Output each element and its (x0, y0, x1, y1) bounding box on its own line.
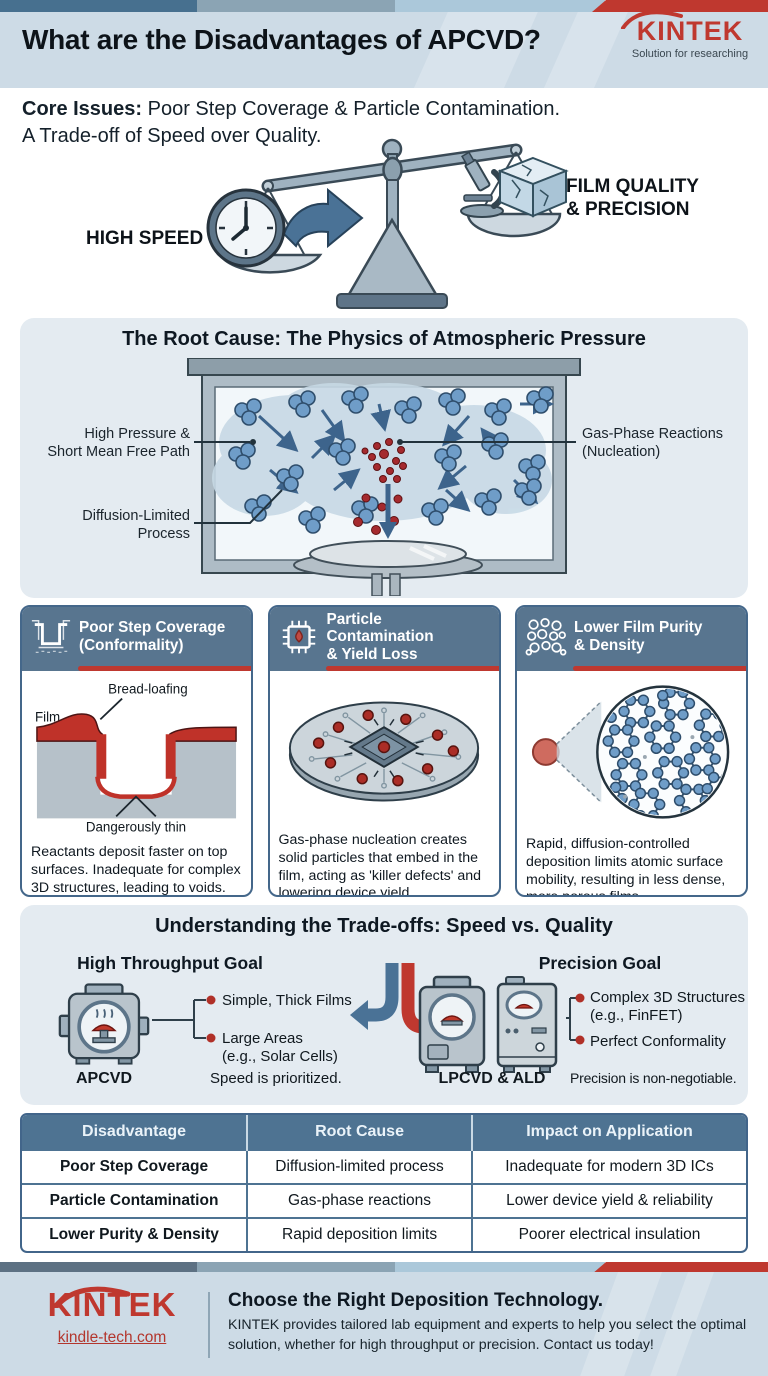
col-impact: Impact on Application (471, 1115, 746, 1150)
particle-dot (531, 738, 560, 766)
right-scale-pan (466, 212, 562, 238)
page-title: What are the Disadvantages of APCVD? (22, 24, 541, 55)
label-diffusion-limited: Diffusion-Limited Process (82, 508, 190, 542)
card-step-coverage-header: Poor Step Coverage (Conformality) (22, 607, 251, 671)
brand-name: KINTEK (636, 16, 744, 46)
label-high-pressure: High Pressure & Short Mean Free Path (47, 426, 190, 460)
card-particle-body: Gas-phase nucleation creates solid parti… (270, 671, 499, 897)
accent-bar (78, 666, 251, 671)
speed-arrow-icon (282, 187, 364, 249)
table-header-row: Disadvantage Root Cause Impact on Applic… (22, 1115, 746, 1150)
card-purity-header: Lower Film Purity & Density (517, 607, 746, 671)
film-cube-icon (497, 156, 569, 218)
brand-logo: KINTEK Solution for researching (621, 10, 755, 60)
footer-body-text: KINTEK provides tailored lab equipment a… (228, 1317, 747, 1353)
card-particle-contamination: Particle Contamination & Yield Loss (267, 605, 501, 897)
root-cause-title: The Root Cause: The Physics of Atmospher… (122, 328, 646, 350)
film-quality-label: FILM QUALITY & PRECISION (566, 176, 699, 220)
trench-step-icon (31, 620, 71, 653)
lpcvd-ald-machines-icon (418, 975, 558, 1073)
logo-swoosh-icon (53, 1286, 131, 1308)
porous-film-icon (525, 618, 567, 656)
card-title: Poor Step Coverage (Conformality) (79, 619, 226, 654)
disadvantage-cards: Poor Step Coverage (Conformality) Bread-… (20, 605, 748, 897)
table-row: Lower Purity & Density Rapid deposition … (22, 1217, 746, 1251)
speed-prioritized-caption: Speed is prioritized. (210, 1070, 342, 1087)
core-issues-label: Core Issues: (22, 98, 143, 120)
card-film-purity: Lower Film Purity & Density (515, 605, 748, 897)
apcvd-machine-icon (58, 983, 150, 1065)
footer-heading: Choose the Right Deposition Technology. (228, 1290, 604, 1311)
tradeoff-subtitle: A Trade-off of Speed over Quality. (22, 125, 322, 147)
wafer-defects-diagram (288, 701, 479, 802)
footer: KINTEK kindle-tech.com Choose the Right … (0, 1272, 768, 1376)
tradeoffs-panel: Understanding the Trade-offs: Speed vs. … (20, 905, 748, 1105)
core-issues-text: Core Issues: Poor Step Coverage & Partic… (22, 96, 560, 150)
brand-tagline: Solution for researching (631, 48, 749, 60)
footer-divider (208, 1292, 210, 1358)
label-gas-phase: Gas-Phase Reactions (Nucleation) (582, 426, 724, 460)
bullet-large-areas: Large Areas (e.g., Solar Cells) (222, 1030, 338, 1066)
header-band (0, 12, 768, 88)
killer-defects (312, 709, 459, 787)
circuit-traces (308, 707, 461, 789)
footer-brand-logo: KINTEK kindle-tech.com (44, 1286, 180, 1347)
card-step-coverage-body: Bread-loafing Film Dangerously thin Reac… (22, 671, 251, 896)
col-disadvantage: Disadvantage (22, 1115, 248, 1150)
root-cause-panel: The Root Cause: The Physics of Atmospher… (20, 318, 748, 598)
high-throughput-goal-heading: High Throughput Goal (77, 953, 263, 973)
table-row: Particle Contamination Gas-phase reactio… (22, 1183, 746, 1218)
logo-swoosh-icon (621, 10, 683, 29)
card-description: Rapid, diffusion-controlled deposition l… (526, 836, 726, 895)
bullet-simple-thick-films: Simple, Thick Films (222, 992, 352, 1009)
card-description: Gas-phase nucleation creates solid parti… (278, 832, 482, 897)
card-purity-body: Rapid, diffusion-controlled deposition l… (517, 671, 746, 895)
nucleated-particles (353, 438, 407, 535)
lpcvd-ald-label: LPCVD & ALD (438, 1070, 546, 1087)
comparison-table: Disadvantage Root Cause Impact on Applic… (20, 1113, 748, 1253)
top-accent-strip (0, 0, 768, 12)
chamber-lid (187, 358, 581, 376)
tradeoffs-title: Understanding the Trade-offs: Speed vs. … (155, 915, 613, 937)
bullet-perfect-conformality: Perfect Conformality (590, 1033, 726, 1050)
card-description: Reactants deposit faster on top surfaces… (31, 844, 241, 896)
table-row: Poor Step Coverage Diffusion-limited pro… (22, 1149, 746, 1184)
card-title: Particle Contamination & Yield Loss (326, 610, 434, 663)
apcvd-label: APCVD (75, 1070, 132, 1087)
high-speed-label: HIGH SPEED (86, 228, 204, 249)
core-issues-body: Poor Step Coverage & Particle Contaminat… (142, 98, 561, 120)
card-title: Lower Film Purity & Density (574, 619, 703, 654)
svg-text:Film: Film (35, 709, 60, 724)
accent-bar (573, 666, 746, 671)
col-root-cause: Root Cause (246, 1115, 472, 1150)
card-step-coverage: Poor Step Coverage (Conformality) Bread-… (20, 605, 253, 897)
porous-structure-diagram (531, 685, 730, 819)
footer-accent-strip (0, 1262, 768, 1274)
chip-defect-icon (282, 620, 315, 654)
cvd-chamber-diagram (187, 358, 581, 596)
step-coverage-diagram: Bread-loafing Film Dangerously thin (35, 682, 237, 834)
svg-text:Bread-loafing: Bread-loafing (108, 682, 187, 697)
card-particle-header: Particle Contamination & Yield Loss (269, 607, 499, 671)
balance-scale-illustration (206, 138, 569, 309)
bullet-complex-3d: Complex 3D Structures (e.g., FinFET) (590, 989, 746, 1025)
precision-goal-heading: Precision Goal (538, 953, 662, 973)
accent-bar (325, 666, 499, 671)
svg-text:Dangerously thin: Dangerously thin (86, 819, 186, 834)
clock-speed-icon (206, 188, 286, 268)
footer-website-link[interactable]: kindle-tech.com (57, 1329, 167, 1346)
precision-caption: Precision is non-negotiable. (570, 1070, 737, 1086)
